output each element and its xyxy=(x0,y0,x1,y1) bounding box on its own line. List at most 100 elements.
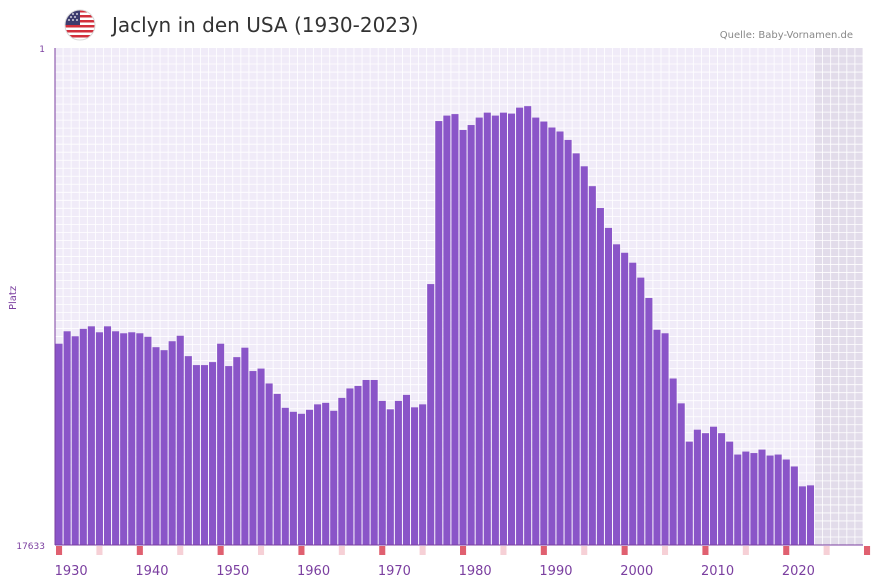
bar-1971 xyxy=(402,394,411,545)
bar-1956 xyxy=(281,407,289,545)
bar-1979 xyxy=(467,125,475,545)
bar-1970 xyxy=(394,400,402,545)
bar-1952 xyxy=(249,371,257,545)
year-marker-mid xyxy=(662,546,669,555)
bar-1977 xyxy=(451,114,459,545)
bar-1928 xyxy=(55,343,63,545)
bar-2011 xyxy=(726,441,734,545)
bar-1990 xyxy=(556,131,564,545)
bar-1957 xyxy=(289,411,297,545)
bar-1934 xyxy=(103,326,112,545)
bar-2018 xyxy=(782,459,790,545)
bar-1975 xyxy=(435,121,443,546)
bar-1998 xyxy=(621,252,629,545)
bar-1965 xyxy=(354,385,362,545)
bar-2006 xyxy=(685,441,693,545)
bar-1984 xyxy=(507,113,516,545)
bar-1947 xyxy=(209,362,217,545)
year-marker-decade xyxy=(56,546,63,555)
chart-title: Jaclyn in den USA (1930-2023) xyxy=(112,13,419,37)
bar-1963 xyxy=(338,397,346,545)
bar-1930 xyxy=(71,336,79,545)
bar-1939 xyxy=(144,336,152,545)
bar-1950 xyxy=(233,357,241,545)
bar-1942 xyxy=(168,341,176,545)
bar-1987 xyxy=(532,117,540,545)
x-tick-label: 1980 xyxy=(459,564,492,579)
bar-1940 xyxy=(152,347,160,545)
year-marker-mid xyxy=(258,546,265,555)
bar-2005 xyxy=(677,403,685,545)
bar-1954 xyxy=(265,383,273,545)
bar-1962 xyxy=(330,410,338,545)
year-marker-decade xyxy=(540,546,547,555)
bar-2000 xyxy=(637,277,645,545)
year-marker-decade xyxy=(783,546,790,555)
bar-1993 xyxy=(580,166,588,545)
x-tick-label: 1950 xyxy=(216,564,249,579)
bar-1967 xyxy=(370,379,378,545)
bar-1932 xyxy=(87,326,95,545)
bar-1948 xyxy=(217,343,225,545)
bar-1935 xyxy=(112,331,120,545)
bar-1999 xyxy=(629,262,637,545)
x-tick-label: 1990 xyxy=(539,564,572,579)
chart-header: Jaclyn in den USA (1930-2023) Quelle: Ba… xyxy=(0,0,873,48)
bar-2002 xyxy=(653,329,661,545)
year-marker-mid xyxy=(742,546,749,555)
bar-1931 xyxy=(79,328,87,545)
bar-1960 xyxy=(314,404,322,545)
bar-1949 xyxy=(225,366,233,545)
bar-1964 xyxy=(346,388,354,545)
bar-1986 xyxy=(524,106,532,546)
bar-1936 xyxy=(120,333,128,545)
bar-1978 xyxy=(459,130,467,545)
bar-2019 xyxy=(790,466,798,545)
bar-1933 xyxy=(95,332,103,545)
bar-2007 xyxy=(693,429,701,545)
bar-2004 xyxy=(669,378,677,545)
us-flag-icon xyxy=(64,9,96,41)
bar-2008 xyxy=(701,433,709,545)
bar-1958 xyxy=(297,413,305,545)
bar-1943 xyxy=(176,335,184,545)
bar-1968 xyxy=(378,400,386,545)
bar-2020 xyxy=(798,486,806,545)
year-marker-decade xyxy=(217,546,224,555)
bar-2017 xyxy=(774,454,782,545)
year-marker-mid xyxy=(500,546,507,555)
bar-1992 xyxy=(572,153,580,545)
bar-1944 xyxy=(184,356,192,545)
bar-1959 xyxy=(305,409,314,545)
source-credit: Quelle: Baby-Vornamen.de xyxy=(719,30,853,41)
bar-1997 xyxy=(613,244,621,545)
bar-1929 xyxy=(63,331,71,545)
year-marker-mid xyxy=(823,546,830,555)
bar-2001 xyxy=(645,297,653,545)
bar-1991 xyxy=(564,139,572,545)
year-marker-decade xyxy=(298,546,305,555)
bar-2009 xyxy=(709,426,718,545)
bar-2014 xyxy=(750,453,758,545)
x-tick-label: 1970 xyxy=(378,564,411,579)
bar-1973 xyxy=(419,404,427,545)
bar-2016 xyxy=(766,455,774,545)
bar-1945 xyxy=(192,365,200,545)
year-marker-decade xyxy=(136,546,143,555)
bar-1946 xyxy=(200,365,209,545)
bar-1983 xyxy=(499,112,507,546)
bar-1972 xyxy=(411,407,419,545)
bar-1953 xyxy=(257,368,265,545)
bar-2003 xyxy=(661,333,669,545)
x-tick-label: 2020 xyxy=(782,564,815,579)
bar-1961 xyxy=(322,402,330,545)
bar-1969 xyxy=(386,409,394,545)
bar-1941 xyxy=(160,350,168,545)
x-tick-label: 2010 xyxy=(701,564,734,579)
x-tick-label: 1930 xyxy=(55,564,88,579)
x-tick-label: 1940 xyxy=(135,564,168,579)
bar-1955 xyxy=(273,393,281,545)
bar-1980 xyxy=(475,117,483,545)
bar-1996 xyxy=(604,227,613,545)
